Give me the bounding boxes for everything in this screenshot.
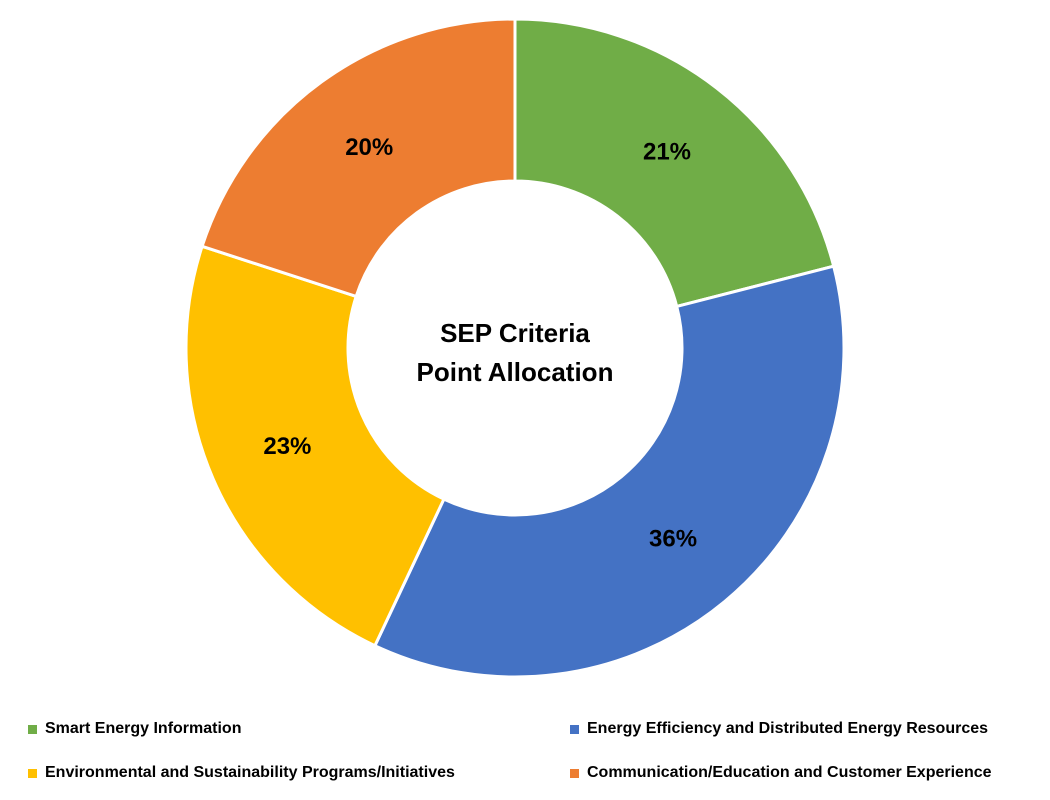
legend-swatch — [570, 724, 579, 734]
legend-item-communication-education: Communication/Education and Customer Exp… — [570, 764, 992, 782]
legend-item-environmental-sustainability: Environmental and Sustainability Program… — [28, 764, 455, 782]
legend-label: Communication/Education and Customer Exp… — [587, 764, 992, 781]
legend-swatch — [570, 768, 579, 778]
chart-title-line-2: Point Allocation — [417, 357, 614, 387]
donut-slice-communication-education-and-customer-experience — [200, 17, 517, 299]
donut-slice-environmental-and-sustainability-programs-initiatives — [184, 244, 446, 648]
legend-label: Environmental and Sustainability Program… — [45, 764, 455, 781]
data-label-communication-education-and-customer-experience: 20% — [345, 134, 393, 161]
legend-swatch — [28, 724, 37, 734]
data-label-energy-efficiency-and-distributed-energy-resources: 36% — [649, 526, 697, 553]
legend-item-smart-energy-information: Smart Energy Information — [28, 720, 241, 738]
data-label-smart-energy-information: 21% — [643, 139, 691, 166]
legend: Smart Energy Information Energy Efficien… — [28, 712, 1048, 792]
legend-swatch — [28, 768, 37, 778]
legend-label: Energy Efficiency and Distributed Energy… — [587, 720, 989, 737]
slice-labels: 21% 36% 23% 20% — [263, 134, 697, 553]
donut-chart: 21% 36% 23% 20% SEP Criteria Point Allocati… — [184, 17, 846, 679]
donut-slices — [184, 17, 846, 679]
chart-title-line-1: SEP Criteria — [440, 318, 590, 348]
donut-slice-energy-efficiency-and-distributed-energy-resources — [372, 264, 846, 679]
donut-slice-smart-energy-information — [513, 17, 836, 309]
legend-item-energy-efficiency: Energy Efficiency and Distributed Energy… — [570, 720, 988, 738]
data-label-environmental-and-sustainability-programs-initiatives: 23% — [263, 433, 311, 460]
legend-label: Smart Energy Information — [45, 720, 242, 737]
